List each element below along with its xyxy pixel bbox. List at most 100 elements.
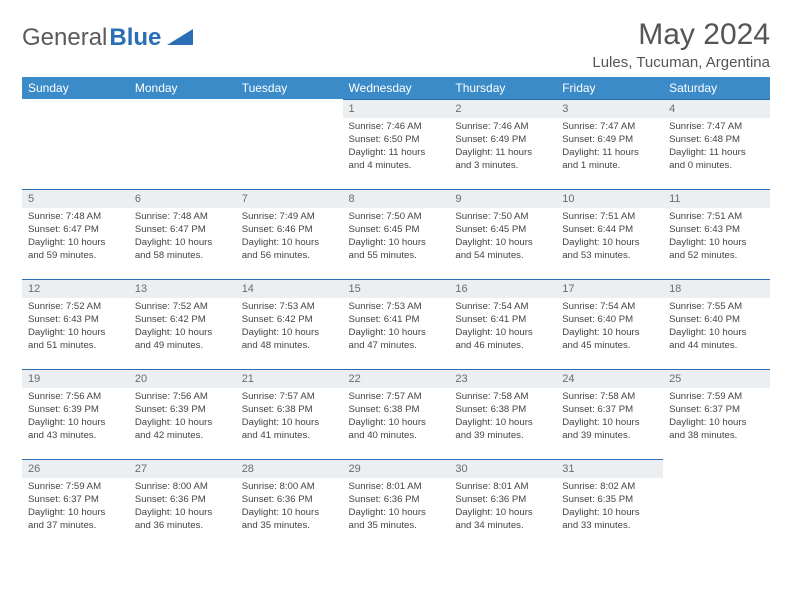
- calendar-day-cell: 27Sunrise: 8:00 AMSunset: 6:36 PMDayligh…: [129, 459, 236, 549]
- calendar-day-cell: 7Sunrise: 7:49 AMSunset: 6:46 PMDaylight…: [236, 189, 343, 279]
- day-content: 19Sunrise: 7:56 AMSunset: 6:39 PMDayligh…: [22, 369, 129, 449]
- calendar-day-cell: 8Sunrise: 7:50 AMSunset: 6:45 PMDaylight…: [343, 189, 450, 279]
- weekday-header-cell: Monday: [129, 77, 236, 99]
- day-content: 30Sunrise: 8:01 AMSunset: 6:36 PMDayligh…: [449, 459, 556, 539]
- day-details: Sunrise: 8:00 AMSunset: 6:36 PMDaylight:…: [129, 478, 236, 539]
- day-content: 18Sunrise: 7:55 AMSunset: 6:40 PMDayligh…: [663, 279, 770, 359]
- day-number: 8: [343, 190, 450, 208]
- day-number: 30: [449, 460, 556, 478]
- day-content: 4Sunrise: 7:47 AMSunset: 6:48 PMDaylight…: [663, 99, 770, 179]
- calendar-day-cell: 15Sunrise: 7:53 AMSunset: 6:41 PMDayligh…: [343, 279, 450, 369]
- day-number: 21: [236, 370, 343, 388]
- calendar-day-cell: 21Sunrise: 7:57 AMSunset: 6:38 PMDayligh…: [236, 369, 343, 459]
- day-details: Sunrise: 7:55 AMSunset: 6:40 PMDaylight:…: [663, 298, 770, 359]
- calendar-day-cell: 30Sunrise: 8:01 AMSunset: 6:36 PMDayligh…: [449, 459, 556, 549]
- day-content: 31Sunrise: 8:02 AMSunset: 6:35 PMDayligh…: [556, 459, 663, 539]
- day-details: Sunrise: 7:49 AMSunset: 6:46 PMDaylight:…: [236, 208, 343, 269]
- day-details: Sunrise: 8:01 AMSunset: 6:36 PMDaylight:…: [449, 478, 556, 539]
- day-content: 15Sunrise: 7:53 AMSunset: 6:41 PMDayligh…: [343, 279, 450, 359]
- day-details: Sunrise: 7:47 AMSunset: 6:48 PMDaylight:…: [663, 118, 770, 179]
- day-number: 11: [663, 190, 770, 208]
- day-number: 12: [22, 280, 129, 298]
- calendar-week-row: 19Sunrise: 7:56 AMSunset: 6:39 PMDayligh…: [22, 369, 770, 459]
- day-number: 3: [556, 100, 663, 118]
- day-details: Sunrise: 7:50 AMSunset: 6:45 PMDaylight:…: [343, 208, 450, 269]
- day-number: 22: [343, 370, 450, 388]
- day-details: Sunrise: 7:51 AMSunset: 6:43 PMDaylight:…: [663, 208, 770, 269]
- day-number: 10: [556, 190, 663, 208]
- day-content: 25Sunrise: 7:59 AMSunset: 6:37 PMDayligh…: [663, 369, 770, 449]
- day-details: Sunrise: 7:47 AMSunset: 6:49 PMDaylight:…: [556, 118, 663, 179]
- weekday-header-cell: Wednesday: [343, 77, 450, 99]
- calendar-day-cell: 13Sunrise: 7:52 AMSunset: 6:42 PMDayligh…: [129, 279, 236, 369]
- day-details: Sunrise: 7:59 AMSunset: 6:37 PMDaylight:…: [663, 388, 770, 449]
- day-content: 11Sunrise: 7:51 AMSunset: 6:43 PMDayligh…: [663, 189, 770, 269]
- day-content: 26Sunrise: 7:59 AMSunset: 6:37 PMDayligh…: [22, 459, 129, 539]
- day-details: Sunrise: 7:53 AMSunset: 6:41 PMDaylight:…: [343, 298, 450, 359]
- calendar-body: 1Sunrise: 7:46 AMSunset: 6:50 PMDaylight…: [22, 99, 770, 549]
- day-details: Sunrise: 7:57 AMSunset: 6:38 PMDaylight:…: [343, 388, 450, 449]
- day-content: 10Sunrise: 7:51 AMSunset: 6:44 PMDayligh…: [556, 189, 663, 269]
- day-details: Sunrise: 7:57 AMSunset: 6:38 PMDaylight:…: [236, 388, 343, 449]
- calendar-table: SundayMondayTuesdayWednesdayThursdayFrid…: [22, 77, 770, 549]
- calendar-day-cell: 5Sunrise: 7:48 AMSunset: 6:47 PMDaylight…: [22, 189, 129, 279]
- day-content: 29Sunrise: 8:01 AMSunset: 6:36 PMDayligh…: [343, 459, 450, 539]
- day-number: 7: [236, 190, 343, 208]
- day-details: Sunrise: 8:00 AMSunset: 6:36 PMDaylight:…: [236, 478, 343, 539]
- brand-part2: Blue: [109, 24, 161, 52]
- day-content: 1Sunrise: 7:46 AMSunset: 6:50 PMDaylight…: [343, 99, 450, 179]
- calendar-day-cell: 23Sunrise: 7:58 AMSunset: 6:38 PMDayligh…: [449, 369, 556, 459]
- calendar-empty-cell: [22, 99, 129, 189]
- calendar-day-cell: 29Sunrise: 8:01 AMSunset: 6:36 PMDayligh…: [343, 459, 450, 549]
- day-details: Sunrise: 7:48 AMSunset: 6:47 PMDaylight:…: [22, 208, 129, 269]
- day-content: 12Sunrise: 7:52 AMSunset: 6:43 PMDayligh…: [22, 279, 129, 359]
- calendar-week-row: 1Sunrise: 7:46 AMSunset: 6:50 PMDaylight…: [22, 99, 770, 189]
- brand-part1: General: [22, 24, 107, 52]
- calendar-week-row: 5Sunrise: 7:48 AMSunset: 6:47 PMDaylight…: [22, 189, 770, 279]
- day-content: 5Sunrise: 7:48 AMSunset: 6:47 PMDaylight…: [22, 189, 129, 269]
- calendar-day-cell: 12Sunrise: 7:52 AMSunset: 6:43 PMDayligh…: [22, 279, 129, 369]
- brand-logo: GeneralBlue: [22, 24, 193, 52]
- day-content: 17Sunrise: 7:54 AMSunset: 6:40 PMDayligh…: [556, 279, 663, 359]
- day-number: 18: [663, 280, 770, 298]
- calendar-day-cell: 31Sunrise: 8:02 AMSunset: 6:35 PMDayligh…: [556, 459, 663, 549]
- day-details: Sunrise: 7:46 AMSunset: 6:50 PMDaylight:…: [343, 118, 450, 179]
- title-block: May 2024 Lules, Tucuman, Argentina: [592, 18, 770, 71]
- day-number: 19: [22, 370, 129, 388]
- calendar-day-cell: 19Sunrise: 7:56 AMSunset: 6:39 PMDayligh…: [22, 369, 129, 459]
- calendar-empty-cell: [236, 99, 343, 189]
- day-number: 29: [343, 460, 450, 478]
- header: GeneralBlue May 2024 Lules, Tucuman, Arg…: [22, 18, 770, 71]
- day-content: 3Sunrise: 7:47 AMSunset: 6:49 PMDaylight…: [556, 99, 663, 179]
- day-content: 6Sunrise: 7:48 AMSunset: 6:47 PMDaylight…: [129, 189, 236, 269]
- day-details: Sunrise: 8:01 AMSunset: 6:36 PMDaylight:…: [343, 478, 450, 539]
- day-details: Sunrise: 7:59 AMSunset: 6:37 PMDaylight:…: [22, 478, 129, 539]
- day-number: 13: [129, 280, 236, 298]
- calendar-day-cell: 10Sunrise: 7:51 AMSunset: 6:44 PMDayligh…: [556, 189, 663, 279]
- calendar-day-cell: 20Sunrise: 7:56 AMSunset: 6:39 PMDayligh…: [129, 369, 236, 459]
- calendar-day-cell: 28Sunrise: 8:00 AMSunset: 6:36 PMDayligh…: [236, 459, 343, 549]
- calendar-day-cell: 2Sunrise: 7:46 AMSunset: 6:49 PMDaylight…: [449, 99, 556, 189]
- weekday-header-cell: Friday: [556, 77, 663, 99]
- calendar-week-row: 26Sunrise: 7:59 AMSunset: 6:37 PMDayligh…: [22, 459, 770, 549]
- day-number: 26: [22, 460, 129, 478]
- day-number: 9: [449, 190, 556, 208]
- day-content: 8Sunrise: 7:50 AMSunset: 6:45 PMDaylight…: [343, 189, 450, 269]
- day-details: Sunrise: 7:52 AMSunset: 6:43 PMDaylight:…: [22, 298, 129, 359]
- calendar-day-cell: 16Sunrise: 7:54 AMSunset: 6:41 PMDayligh…: [449, 279, 556, 369]
- day-number: 17: [556, 280, 663, 298]
- day-number: 27: [129, 460, 236, 478]
- day-content: 2Sunrise: 7:46 AMSunset: 6:49 PMDaylight…: [449, 99, 556, 179]
- calendar-empty-cell: [129, 99, 236, 189]
- calendar-day-cell: 6Sunrise: 7:48 AMSunset: 6:47 PMDaylight…: [129, 189, 236, 279]
- day-content: 7Sunrise: 7:49 AMSunset: 6:46 PMDaylight…: [236, 189, 343, 269]
- day-number: 2: [449, 100, 556, 118]
- location: Lules, Tucuman, Argentina: [592, 54, 770, 71]
- calendar-empty-cell: [663, 459, 770, 549]
- day-content: 21Sunrise: 7:57 AMSunset: 6:38 PMDayligh…: [236, 369, 343, 449]
- day-number: 16: [449, 280, 556, 298]
- day-number: 23: [449, 370, 556, 388]
- day-content: 24Sunrise: 7:58 AMSunset: 6:37 PMDayligh…: [556, 369, 663, 449]
- day-content: 20Sunrise: 7:56 AMSunset: 6:39 PMDayligh…: [129, 369, 236, 449]
- day-number: 15: [343, 280, 450, 298]
